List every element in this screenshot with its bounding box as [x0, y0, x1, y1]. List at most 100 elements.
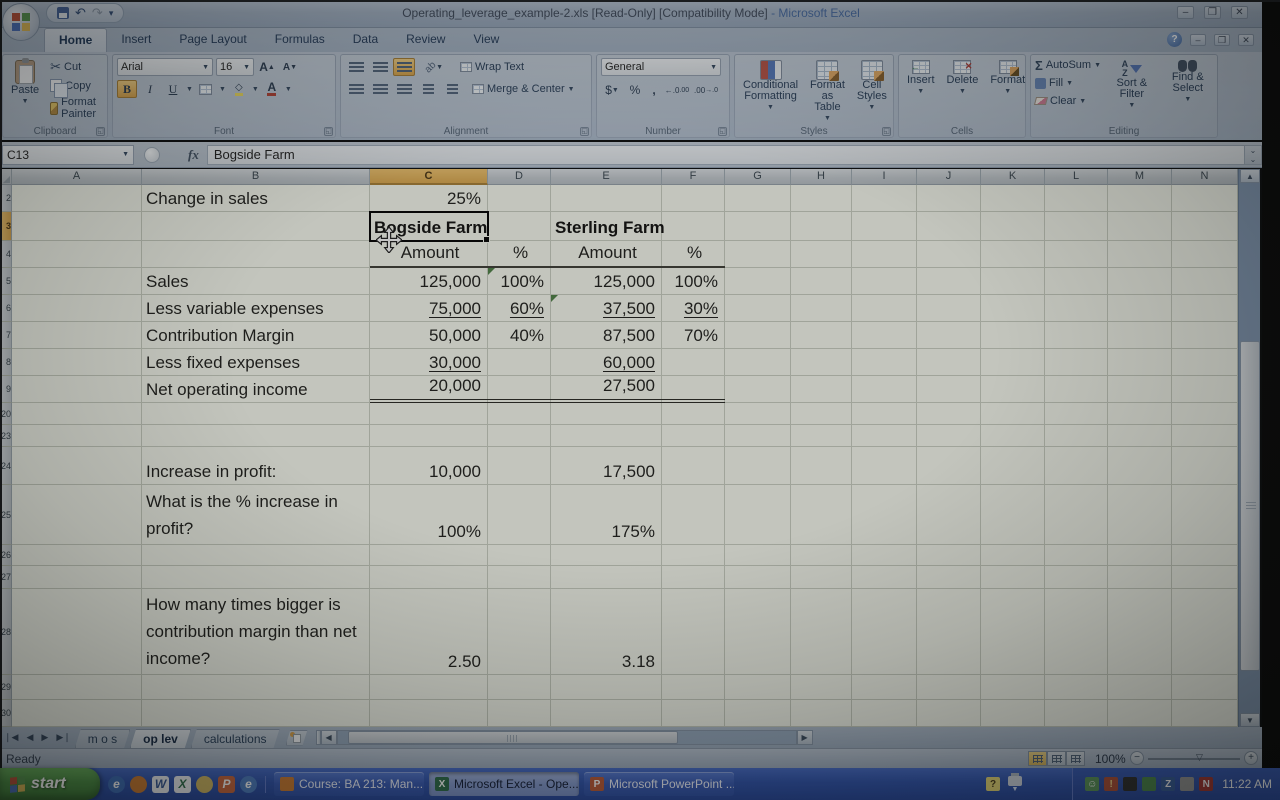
percent-button[interactable]: %: [629, 83, 641, 97]
grid-cell[interactable]: [725, 589, 791, 675]
formula-input[interactable]: Bogside Farm: [206, 144, 1244, 165]
grid-cell[interactable]: [1108, 700, 1172, 727]
column-header-H[interactable]: H: [791, 169, 852, 185]
cell-E8[interactable]: 60,000: [603, 353, 655, 372]
cell-D6[interactable]: 60%: [509, 299, 544, 318]
select-all-corner[interactable]: [2, 169, 12, 185]
grid-cell[interactable]: [662, 403, 725, 425]
redo-icon[interactable]: ↷: [91, 5, 103, 20]
grid-cell[interactable]: [488, 185, 551, 212]
grid-cell[interactable]: [1108, 589, 1172, 675]
grid-cell[interactable]: [1172, 425, 1238, 447]
font-size-select[interactable]: 16 ▼: [216, 58, 254, 76]
grid-cell[interactable]: [1045, 485, 1108, 545]
tab-insert[interactable]: Insert: [121, 32, 152, 46]
grid-cell[interactable]: [1045, 241, 1108, 268]
grid-cell[interactable]: [981, 700, 1045, 727]
grid-cell[interactable]: [488, 349, 551, 376]
paste-button[interactable]: Paste ▼: [7, 58, 43, 121]
tab-view[interactable]: View: [473, 32, 500, 46]
cell-B9[interactable]: Net operating income: [146, 380, 308, 399]
grid-cell[interactable]: [1108, 675, 1172, 700]
grid-cell[interactable]: [791, 403, 852, 425]
grid-cell[interactable]: [852, 545, 917, 566]
fill-button[interactable]: Fill ▼: [1035, 76, 1101, 90]
grid-cell[interactable]: [142, 589, 370, 675]
cell-B6[interactable]: Less variable expenses: [146, 299, 324, 318]
cell-B7[interactable]: Contribution Margin: [146, 326, 295, 345]
word-icon[interactable]: W: [152, 775, 169, 793]
cell-D5[interactable]: 100%: [488, 268, 551, 295]
grid-cell[interactable]: [551, 700, 662, 727]
grid-cell[interactable]: [12, 485, 142, 545]
cut-button[interactable]: ✂ Cut: [50, 59, 82, 74]
column-header-N[interactable]: N: [1172, 169, 1238, 185]
cell-E28[interactable]: 3.18: [621, 652, 655, 671]
grid-cell[interactable]: [981, 268, 1045, 295]
insert-function-button[interactable]: [144, 146, 160, 163]
grid-cell[interactable]: [12, 185, 142, 212]
grid-cell[interactable]: [12, 700, 142, 727]
vertical-scroll-thumb[interactable]: [1240, 341, 1260, 671]
grid-cell[interactable]: [488, 447, 551, 485]
powerpoint-icon[interactable]: P: [218, 775, 235, 793]
grid-cell[interactable]: [725, 700, 791, 727]
increase-decimal-button[interactable]: ←.0.00: [664, 85, 690, 95]
grid-cell[interactable]: [370, 447, 488, 485]
grid-cell[interactable]: [791, 589, 852, 675]
grid-cell[interactable]: [1045, 545, 1108, 566]
grid-cell[interactable]: [1108, 295, 1172, 322]
grid-cell[interactable]: [1172, 566, 1238, 589]
tray-icon-gray[interactable]: [1180, 777, 1195, 791]
grid-cell[interactable]: [852, 403, 917, 425]
grid-cell[interactable]: [917, 241, 981, 268]
horizontal-scroll-thumb[interactable]: [347, 731, 678, 744]
cell-C24[interactable]: 10,000: [429, 462, 481, 481]
insert-cells-button[interactable]: Insert▼: [903, 58, 939, 100]
grid-cell[interactable]: [551, 447, 662, 485]
ie-shortcut-icon[interactable]: e: [240, 775, 257, 793]
underline-dropdown[interactable]: ▼: [186, 85, 193, 93]
grid-cell[interactable]: [917, 485, 981, 545]
grid-cell[interactable]: [917, 295, 981, 322]
grid-cell[interactable]: [981, 425, 1045, 447]
fill-color-dropdown[interactable]: ▼: [251, 85, 259, 93]
grid-cell[interactable]: [662, 322, 725, 349]
close-button[interactable]: ✕: [1231, 6, 1248, 19]
grid-cell[interactable]: [370, 268, 488, 295]
grid-cell[interactable]: [551, 349, 662, 376]
grid-cell[interactable]: [1045, 700, 1108, 727]
zoom-level[interactable]: 100%: [1095, 752, 1126, 766]
grid-cell[interactable]: [370, 212, 488, 241]
grid-cell[interactable]: [791, 566, 852, 589]
grid-cell[interactable]: [725, 425, 791, 447]
grid-cell[interactable]: [1172, 349, 1238, 376]
grid-cell[interactable]: [1172, 700, 1238, 727]
align-top-button[interactable]: [345, 58, 367, 76]
grid-cell[interactable]: [981, 545, 1045, 566]
grid-cell[interactable]: [852, 185, 917, 212]
grid-cell[interactable]: [791, 447, 852, 485]
undo-icon[interactable]: ↶: [75, 5, 86, 20]
cell-F6[interactable]: 30%: [683, 299, 718, 318]
row-header-30[interactable]: 30: [2, 700, 12, 727]
grid-cell[interactable]: [725, 295, 791, 322]
grid-cell[interactable]: [981, 403, 1045, 425]
grid-cell[interactable]: [142, 700, 370, 727]
font-color-button[interactable]: A: [262, 80, 282, 98]
grid-cell[interactable]: [1172, 447, 1238, 485]
grid-cell[interactable]: [370, 295, 488, 322]
grid-cell[interactable]: [791, 376, 852, 403]
grid-cell[interactable]: [917, 675, 981, 700]
grid-cell[interactable]: [725, 376, 791, 403]
name-box[interactable]: C13 ▼: [2, 144, 134, 165]
grid-cell[interactable]: [662, 295, 725, 322]
bold-button[interactable]: B: [117, 80, 137, 98]
zoom-out-button[interactable]: −: [1130, 751, 1144, 765]
grid-cell[interactable]: [1108, 403, 1172, 425]
grid-cell[interactable]: [370, 425, 488, 447]
grid-cell[interactable]: [662, 212, 725, 241]
grid-cell[interactable]: [12, 376, 142, 403]
font-name-select[interactable]: Arial ▼: [117, 58, 213, 76]
